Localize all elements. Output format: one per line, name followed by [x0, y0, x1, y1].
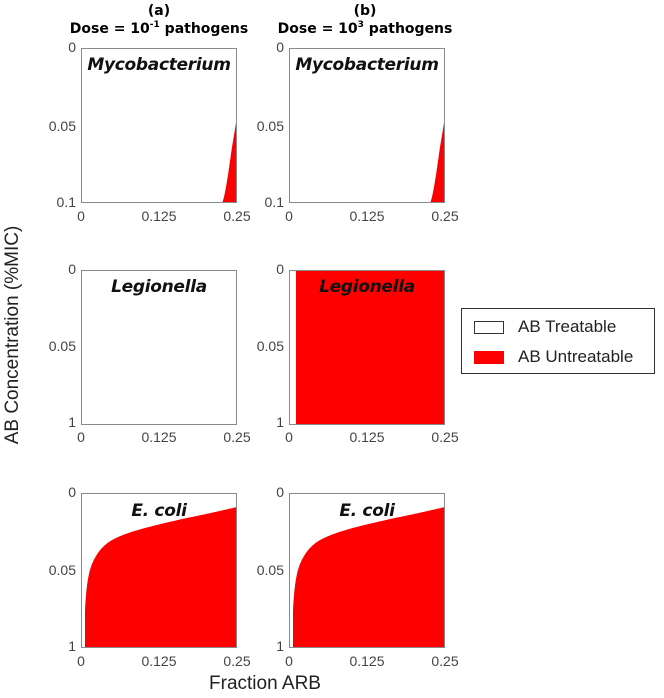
x-tick: 0	[285, 429, 293, 445]
dose-label-a: Dose = 10-1 pathogens	[69, 20, 249, 38]
y-tick: 1	[68, 638, 76, 654]
x-tick: 0.25	[223, 429, 251, 445]
x-tick: 0.25	[431, 429, 459, 445]
x-tick: 0	[285, 653, 293, 669]
panel-a-legionella: Legionella	[81, 270, 237, 425]
legend-label: AB Treatable	[518, 317, 617, 336]
x-tick: 0.125	[349, 208, 385, 224]
x-tick: 0.125	[141, 429, 177, 445]
y-tick: 0	[276, 39, 284, 55]
column-label-a: (a)	[147, 3, 171, 19]
legend-item-treatable: AB Treatable	[474, 317, 616, 337]
x-tick: 0.25	[223, 653, 251, 669]
y-tick: 0.05	[256, 118, 284, 134]
panel-title: E. coli	[131, 501, 187, 521]
y-tick: 1	[68, 414, 76, 430]
panel-b-legionella: Legionella	[289, 270, 445, 425]
x-tick: 0	[77, 653, 85, 669]
y-tick: 0.1	[56, 194, 76, 210]
y-tick: 0.05	[256, 338, 284, 354]
x-tick: 0	[77, 429, 85, 445]
untreatable-swatch-icon	[474, 350, 504, 364]
y-tick: 0.1	[264, 194, 284, 210]
y-tick: 1	[276, 414, 284, 430]
panel-a-ecoli: E. coli	[81, 493, 237, 648]
legend-label: AB Untreatable	[518, 347, 634, 366]
untreatable-region	[430, 123, 444, 202]
x-tick: 0.25	[223, 208, 251, 224]
panel-title: E. coli	[339, 501, 395, 521]
panel-title: Mycobacterium	[87, 55, 231, 75]
panel-b-mycobacterium: Mycobacterium	[289, 48, 445, 203]
column-header-b: (b) Dose = 103 pathogens	[255, 2, 475, 38]
y-tick: 0	[68, 261, 76, 277]
column-label-b: (b)	[353, 3, 377, 19]
untreatable-region	[296, 271, 444, 424]
x-axis-label: Fraction ARB	[209, 673, 321, 694]
panel-b-ecoli: E. coli	[289, 493, 445, 648]
x-tick: 0.125	[141, 653, 177, 669]
y-tick: 0.05	[256, 562, 284, 578]
x-tick: 0.25	[431, 208, 459, 224]
untreatable-region	[293, 507, 444, 647]
panel-a-mycobacterium: Mycobacterium	[81, 48, 237, 203]
untreatable-region	[85, 507, 236, 647]
x-tick: 0	[77, 208, 85, 224]
x-tick: 0.125	[349, 429, 385, 445]
y-tick: 0.05	[48, 118, 76, 134]
dose-label-b: Dose = 103 pathogens	[277, 20, 453, 38]
y-tick: 0	[276, 484, 284, 500]
y-tick: 0.05	[48, 562, 76, 578]
panel-title: Legionella	[319, 277, 415, 297]
untreatable-region	[222, 123, 236, 202]
column-header-a: (a) Dose = 10-1 pathogens	[49, 2, 269, 38]
y-axis-label: AB Concentration (%MIC)	[2, 225, 23, 445]
x-tick: 0.125	[141, 208, 177, 224]
y-tick: 0.05	[48, 338, 76, 354]
y-tick: 0	[276, 261, 284, 277]
y-tick: 0	[68, 484, 76, 500]
x-tick: 0.25	[431, 653, 459, 669]
y-tick: 1	[276, 638, 284, 654]
legend: AB Treatable AB Untreatable	[461, 308, 655, 374]
treatable-swatch-icon	[474, 320, 504, 334]
panel-title: Legionella	[111, 277, 207, 297]
x-tick: 0.125	[349, 653, 385, 669]
x-tick: 0	[285, 208, 293, 224]
y-tick: 0	[68, 39, 76, 55]
panel-title: Mycobacterium	[295, 55, 439, 75]
legend-item-untreatable: AB Untreatable	[474, 347, 633, 367]
